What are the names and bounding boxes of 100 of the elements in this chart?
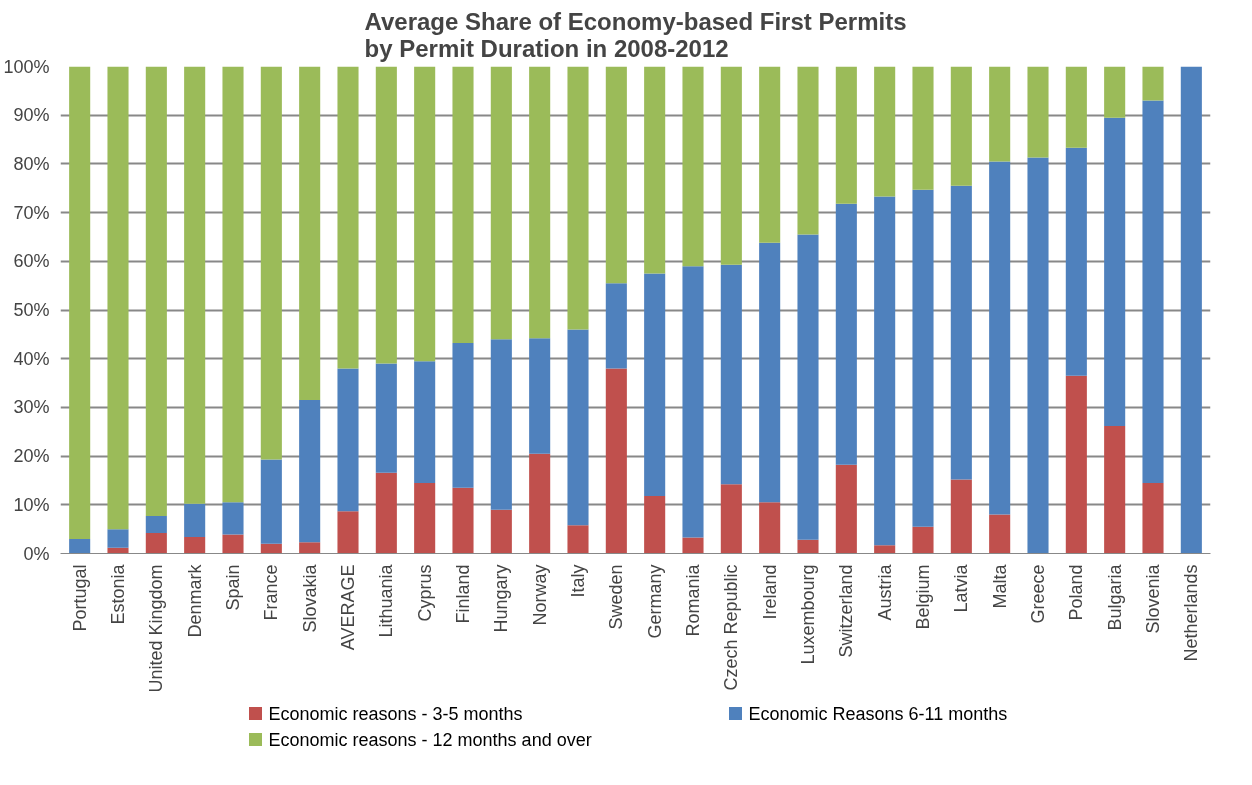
bar bbox=[414, 66, 436, 362]
bar bbox=[529, 66, 551, 339]
x-tick-label: Finland bbox=[453, 564, 473, 624]
bar bbox=[222, 534, 244, 554]
x-tick-label: Norway bbox=[529, 564, 550, 626]
x-tick-label: Netherlands bbox=[1181, 564, 1202, 662]
bar bbox=[145, 516, 167, 534]
bar bbox=[644, 66, 666, 274]
bar bbox=[107, 529, 129, 548]
x-tick-label: Greece bbox=[1028, 564, 1048, 624]
chart-title: Average Share of Economy-based First Permits by Permit Duration in 2008-2012 bbox=[364, 7, 907, 62]
x-tick-label: Germany bbox=[644, 564, 665, 639]
bar bbox=[299, 542, 321, 554]
legend-label: Economic reasons - 12 months and over bbox=[268, 729, 592, 750]
bar bbox=[912, 526, 934, 554]
bar bbox=[605, 283, 627, 369]
bar bbox=[989, 514, 1011, 554]
x-tick-label: France bbox=[261, 564, 282, 621]
bar bbox=[605, 66, 627, 284]
bar bbox=[720, 66, 742, 265]
y-tick-label: 0% bbox=[23, 543, 50, 564]
bar bbox=[912, 189, 934, 527]
bar bbox=[950, 479, 972, 554]
bar bbox=[69, 66, 91, 539]
bar bbox=[682, 66, 704, 267]
y-tick-label: 30% bbox=[13, 397, 50, 418]
x-tick-label: Portugal bbox=[69, 564, 90, 632]
bar bbox=[490, 509, 512, 554]
x-tick-label: Sweden bbox=[606, 564, 627, 630]
bar bbox=[529, 453, 551, 554]
bar bbox=[260, 459, 282, 544]
x-tick-label: Poland bbox=[1066, 564, 1087, 621]
bar bbox=[490, 66, 512, 340]
bar bbox=[222, 66, 244, 503]
bar bbox=[605, 368, 627, 554]
x-tick-label: Luxembourg bbox=[798, 564, 818, 665]
bar bbox=[950, 66, 972, 186]
bar bbox=[1142, 66, 1164, 101]
y-tick-label: 20% bbox=[13, 446, 50, 467]
y-tick-label: 40% bbox=[13, 348, 50, 369]
y-tick-label: 60% bbox=[13, 251, 50, 272]
x-tick-label: AVERAGE bbox=[338, 564, 358, 651]
bar bbox=[989, 66, 1011, 162]
bar bbox=[1027, 66, 1049, 158]
x-tick-label: Denmark bbox=[184, 563, 205, 638]
bar bbox=[835, 464, 857, 554]
bar bbox=[759, 66, 781, 243]
x-tick-label: Slovakia bbox=[299, 563, 320, 633]
x-tick-label: Bulgaria bbox=[1104, 563, 1125, 631]
bar bbox=[1065, 375, 1087, 554]
y-tick-label: 80% bbox=[13, 153, 50, 174]
bar bbox=[720, 264, 742, 485]
y-tick-label: 10% bbox=[13, 494, 50, 515]
x-tick-label: Czech Republic bbox=[721, 564, 742, 691]
bar bbox=[145, 533, 167, 554]
y-tick-label: 90% bbox=[13, 105, 50, 126]
bar bbox=[184, 503, 206, 537]
bar bbox=[567, 525, 589, 554]
bar bbox=[414, 361, 436, 483]
bar bbox=[1065, 66, 1087, 148]
bar bbox=[1180, 66, 1202, 554]
bar bbox=[797, 234, 819, 540]
bar bbox=[529, 338, 551, 454]
bar bbox=[414, 482, 436, 554]
bar bbox=[567, 66, 589, 330]
bar bbox=[337, 368, 359, 512]
bar bbox=[1104, 117, 1126, 426]
bar bbox=[567, 329, 589, 526]
bar bbox=[452, 66, 474, 344]
y-tick-label: 70% bbox=[13, 202, 50, 223]
bar bbox=[184, 66, 206, 504]
x-tick-label: Austria bbox=[874, 563, 895, 621]
bar bbox=[375, 363, 397, 473]
bar bbox=[260, 543, 282, 554]
bar bbox=[912, 66, 934, 190]
x-tick-label: Slovenia bbox=[1143, 563, 1163, 634]
bar bbox=[874, 545, 896, 554]
bar bbox=[375, 472, 397, 554]
x-tick-label: Ireland bbox=[759, 564, 780, 620]
bar bbox=[644, 273, 666, 497]
x-tick-label: Spain bbox=[223, 564, 243, 611]
x-tick-label: Italy bbox=[568, 564, 588, 598]
bar bbox=[835, 66, 857, 204]
bar bbox=[1027, 157, 1049, 554]
bar bbox=[989, 161, 1011, 515]
bar bbox=[337, 66, 359, 369]
bar bbox=[375, 66, 397, 364]
bar bbox=[1142, 482, 1164, 554]
x-tick-label: Belgium bbox=[913, 564, 933, 630]
bar bbox=[260, 66, 282, 460]
bar bbox=[682, 537, 704, 554]
bar bbox=[950, 185, 972, 480]
bar bbox=[145, 66, 167, 516]
bar bbox=[299, 400, 321, 543]
bar bbox=[299, 66, 321, 401]
bar bbox=[490, 339, 512, 510]
x-tick-label: Malta bbox=[989, 563, 1010, 609]
bar bbox=[452, 487, 474, 554]
y-tick-label: 50% bbox=[13, 300, 50, 320]
bar bbox=[797, 539, 819, 554]
